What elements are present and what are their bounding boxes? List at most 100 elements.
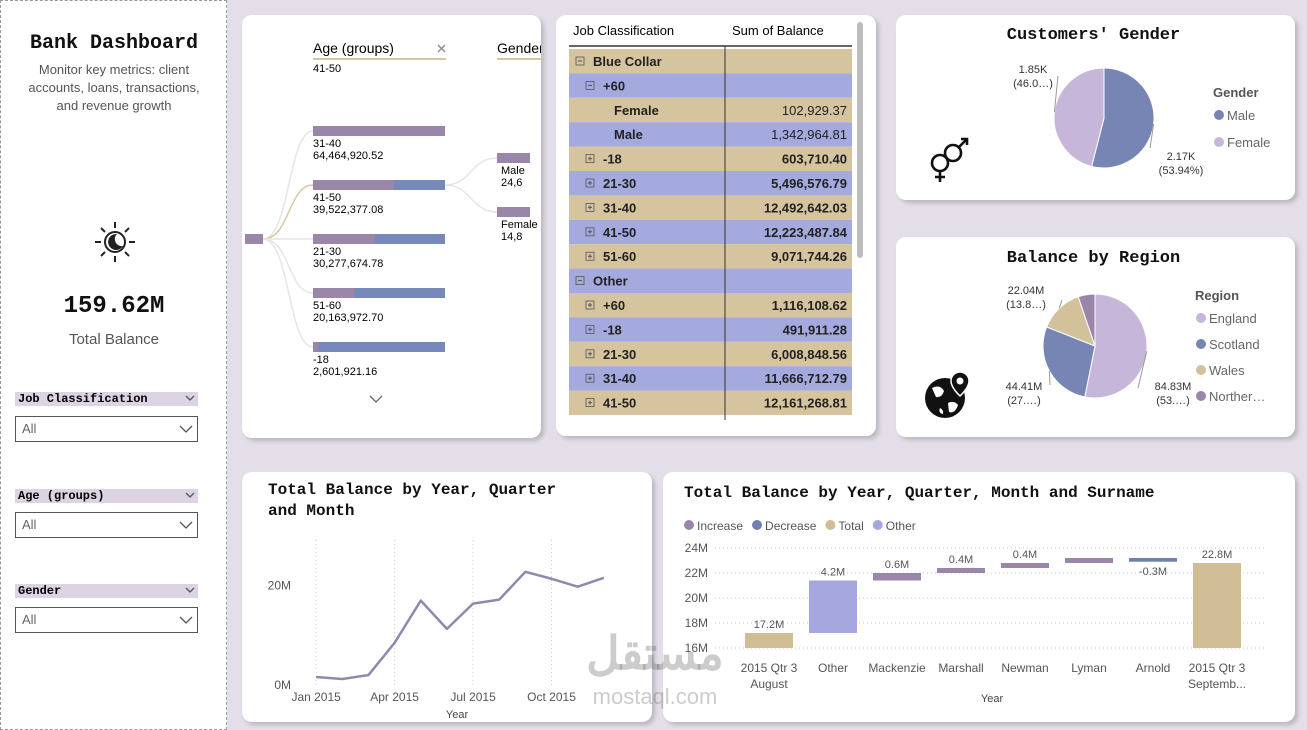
data-label: 0.4M: [1077, 564, 1101, 576]
filter-dropdown[interactable]: All: [15, 416, 198, 442]
row-value: 12,161,268.81: [764, 396, 847, 411]
waterfall-bar: [809, 580, 857, 633]
expand-icon: [585, 300, 595, 310]
y-tick-label: 18M: [685, 616, 708, 630]
watermark: mostaql.com: [592, 684, 718, 709]
data-label: 4.2M: [821, 567, 845, 579]
column-header: Job Classification: [573, 23, 674, 38]
theme-icon: [95, 222, 135, 262]
filter-dropdown[interactable]: All: [15, 512, 198, 538]
expand-icon: [588, 351, 592, 356]
node-name: -18: [313, 354, 329, 366]
expand-icon: [585, 154, 595, 164]
row-label: 31-40: [603, 200, 636, 215]
legend-marker: [825, 520, 836, 530]
chart-title: Total Balance by Year, Quarter, Month an…: [684, 484, 1155, 502]
row-label: 21-30: [603, 347, 636, 362]
legend-label: Decrease: [765, 519, 817, 533]
connector: [444, 157, 498, 186]
x-tick-label: Mackenzie: [868, 661, 926, 675]
node-value: 30,277,674.78: [313, 258, 383, 270]
root-bar: [245, 234, 263, 244]
legend-label: Norther…: [1209, 389, 1265, 404]
row-label: 41-50: [603, 225, 636, 240]
node-bar-bg: [313, 288, 445, 298]
row-label: -18: [603, 152, 622, 167]
data-label: 84.83M: [1155, 381, 1192, 393]
node-name: Male: [501, 165, 525, 177]
legend-marker: [1214, 137, 1224, 147]
column-header: Sum of Balance: [732, 23, 824, 38]
filter-dropdown[interactable]: All: [15, 607, 198, 633]
filter-chevrons: [179, 395, 195, 624]
row-value: 12,492,642.03: [764, 200, 847, 215]
y-tick-label: 20M: [268, 579, 291, 593]
row-label: Male: [614, 127, 643, 142]
connector: [262, 130, 314, 240]
node-name: 21-30: [313, 246, 341, 258]
expand-icon: [585, 227, 595, 237]
data-label: 0.4M: [1013, 549, 1037, 561]
data-label: 22.04M: [1008, 285, 1045, 297]
x-tick-label: 2015 Qtr 3: [1189, 661, 1246, 675]
expand-icon: [588, 400, 592, 405]
expand-icon: [588, 229, 592, 234]
node-value: 24,6: [501, 177, 522, 189]
row-label: +60: [603, 298, 625, 313]
legend-marker: [684, 520, 694, 530]
legend-marker: [1196, 313, 1206, 323]
node-bar: [497, 153, 530, 163]
table-row: [569, 390, 852, 415]
data-label: 0.6M: [885, 559, 909, 571]
node-bar: [313, 234, 375, 244]
row-label: Female: [614, 103, 659, 118]
table-row: [569, 171, 852, 196]
table-row: [569, 219, 852, 245]
waterfall-bar: [745, 633, 793, 648]
data-label: -0.3M: [1139, 566, 1167, 578]
x-tick-label: 2015 Qtr 3: [741, 661, 798, 675]
legend-marker: [1196, 339, 1206, 349]
legend-title: Gender: [1213, 85, 1259, 100]
expand-icon: [585, 349, 595, 359]
table-row: [569, 146, 852, 171]
data-label: (53.94%): [1159, 165, 1204, 177]
legend-label: Increase: [697, 519, 743, 533]
row-value: 1,116,108.62: [772, 298, 847, 313]
node-bar-bg: [313, 342, 445, 352]
row-label: 41-50: [603, 396, 636, 411]
node-name: Female: [501, 219, 538, 231]
data-label: 17.2M: [754, 619, 785, 631]
node-value: 20,163,972.70: [313, 312, 383, 324]
legend-marker: [752, 520, 763, 530]
x-tick-label: Apr 2015: [370, 690, 419, 704]
row-value: 603,710.40: [782, 152, 847, 167]
row-label: 31-40: [603, 371, 636, 386]
node-name: 41-50: [313, 192, 341, 204]
gender-pie: 2.17K (53.94%) 1.85K (46.0…) Gender Male Femal…: [930, 64, 1270, 182]
node-bar: [313, 126, 445, 136]
table-row: [569, 366, 852, 391]
row-value: 102,929.37: [782, 103, 847, 118]
row-value: 12,223,487.84: [764, 225, 848, 240]
level-header: Age (groups): [313, 40, 394, 56]
x-tick-label: Lyman: [1071, 661, 1107, 675]
kpi-label: Total Balance: [68, 331, 160, 348]
node-name: 51-60: [313, 300, 341, 312]
legend-label: Scotland: [1209, 337, 1260, 352]
expand-icon: [585, 324, 595, 334]
node-value: 39,522,377.08: [313, 204, 383, 216]
data-label: (46.0…): [1013, 78, 1053, 90]
data-label: (53.…): [1156, 395, 1190, 407]
waterfall-bar: [1193, 563, 1241, 648]
x-tick-label: Jul 2015: [450, 690, 496, 704]
decomposition-panel: [242, 15, 541, 438]
node-bar-bg: [313, 234, 445, 244]
expand-icon: [575, 56, 585, 66]
row-label: +60: [603, 78, 625, 93]
pie-slice: [1091, 67, 1155, 169]
connector: [262, 184, 314, 240]
scrollbar: [857, 22, 863, 258]
chart-title: Total Balance by Year, Quarter and Month: [268, 481, 557, 520]
